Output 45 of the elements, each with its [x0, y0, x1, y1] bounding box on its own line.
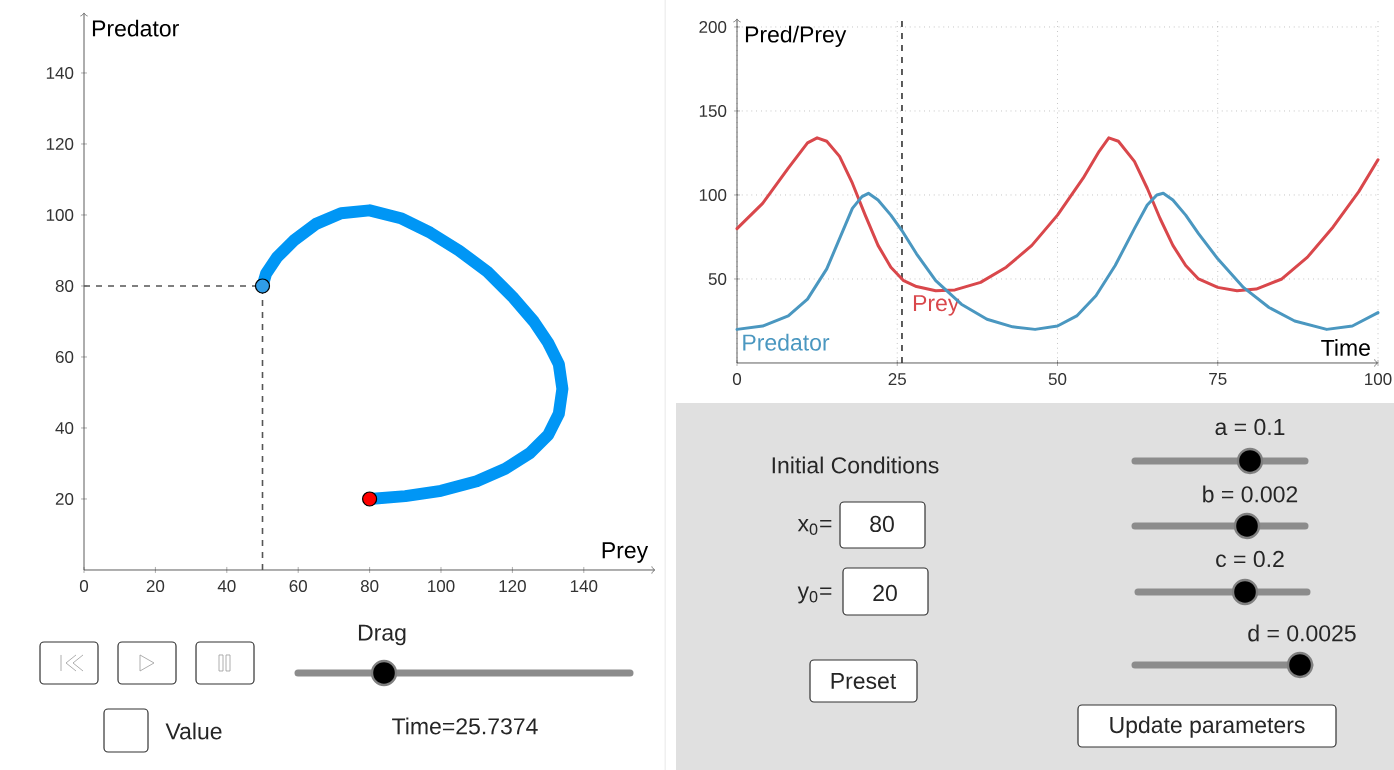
y-tick-label: 50 — [708, 272, 727, 285]
line-series — [735, 136, 1380, 293]
x-tick-label: 60 — [289, 580, 307, 593]
y-axis-title: Predator — [92, 19, 179, 37]
text: a = 0.1 — [1215, 418, 1285, 436]
y-tick-label: 100 — [699, 188, 727, 201]
y-tick-label: 150 — [699, 104, 727, 117]
y-tick-label: 20 — [55, 492, 74, 505]
y-tick-label: 120 — [46, 137, 74, 150]
x-tick-label: 75 — [1209, 373, 1227, 385]
text: Time=25.7374 — [392, 717, 538, 735]
x-tick-label: 100 — [428, 580, 455, 593]
x-tick-label: 0 — [79, 580, 89, 593]
x-tick-label: 120 — [499, 580, 526, 593]
text: y$_{0}$= — [797, 586, 832, 604]
text: 80 — [870, 515, 894, 533]
text: Value — [165, 722, 222, 740]
y-tick-label: 60 — [55, 350, 74, 363]
y-tick-label: 140 — [46, 66, 74, 79]
x-tick-label: 140 — [570, 580, 598, 593]
text: Initial Conditions — [772, 456, 939, 474]
text: x$_{0}$= — [797, 519, 832, 535]
x-axis-title: Prey — [602, 542, 649, 563]
series-label: Prey — [913, 295, 960, 316]
x-tick-label: 50 — [1048, 373, 1067, 386]
x-tick-label: 100 — [1365, 373, 1392, 386]
y-tick-label: 100 — [46, 208, 74, 221]
y-tick-label: 200 — [699, 20, 727, 33]
text: Drag — [358, 624, 406, 646]
text: b = 0.002 — [1203, 485, 1298, 503]
x-axis-title: Time — [1321, 339, 1370, 356]
x-tick-label: 25 — [888, 373, 906, 386]
x-tick-label: 40 — [217, 580, 236, 593]
line-series — [735, 191, 1380, 331]
text: d = 0.0025 — [1248, 624, 1356, 642]
x-tick-label: 20 — [146, 580, 165, 593]
y-axis-title: Pred/Prey — [745, 25, 847, 48]
text: Preset — [831, 672, 897, 689]
text: c = 0.2 — [1216, 550, 1284, 568]
series-label: Predator — [743, 333, 830, 351]
y-tick-label: 40 — [55, 421, 74, 434]
y-tick-label: 80 — [55, 279, 74, 292]
x-tick-label: 0 — [732, 373, 742, 386]
x-tick-label: 80 — [360, 580, 379, 593]
text: Update parameters — [1110, 716, 1305, 738]
